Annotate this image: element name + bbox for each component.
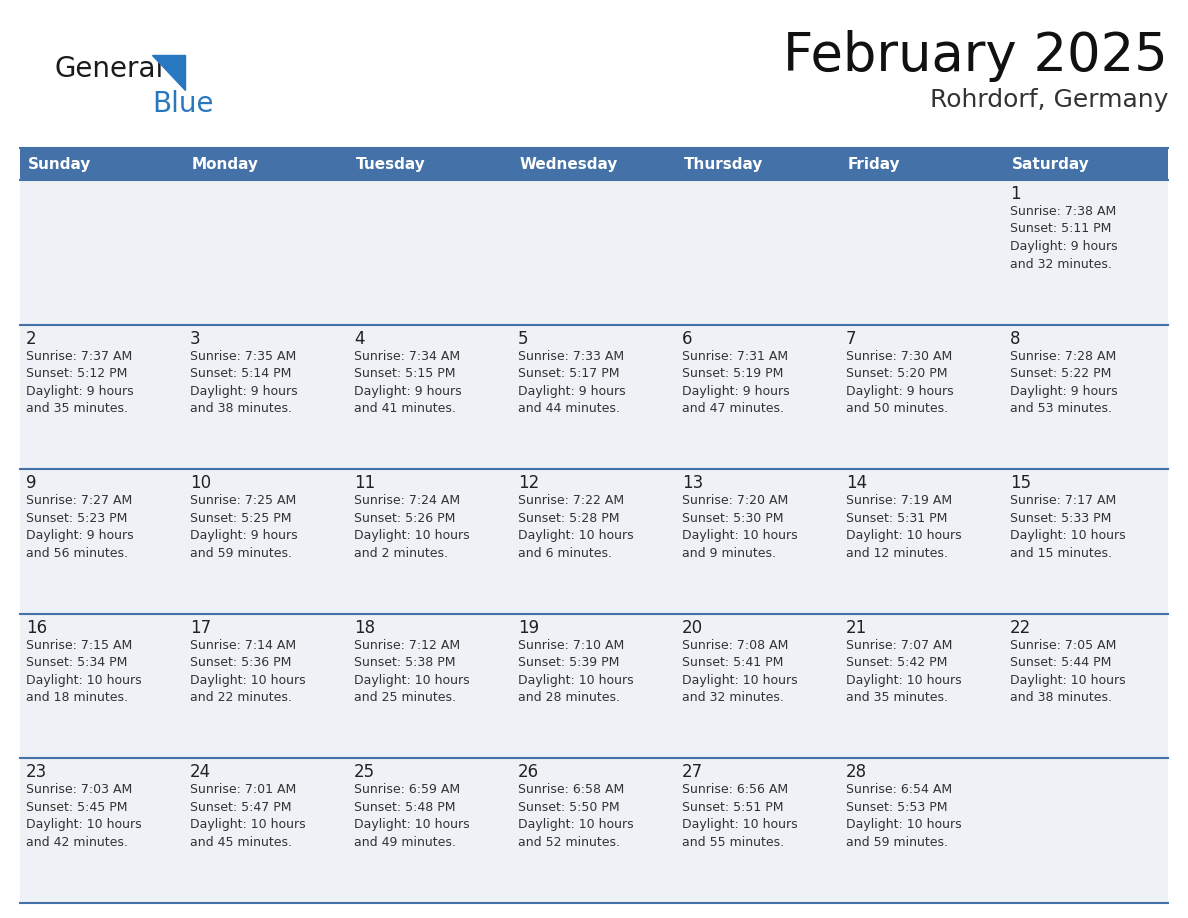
- Bar: [20, 614, 1168, 758]
- Text: 7: 7: [846, 330, 857, 348]
- Text: Sunrise: 7:17 AM
Sunset: 5:33 PM
Daylight: 10 hours
and 15 minutes.: Sunrise: 7:17 AM Sunset: 5:33 PM Dayligh…: [1010, 494, 1125, 560]
- Text: 21: 21: [846, 619, 867, 637]
- Bar: [20, 469, 1168, 614]
- Text: Sunrise: 7:07 AM
Sunset: 5:42 PM
Daylight: 10 hours
and 35 minutes.: Sunrise: 7:07 AM Sunset: 5:42 PM Dayligh…: [846, 639, 961, 704]
- Text: Rohrdorf, Germany: Rohrdorf, Germany: [930, 88, 1168, 112]
- Text: 24: 24: [190, 764, 211, 781]
- Text: Sunrise: 7:15 AM
Sunset: 5:34 PM
Daylight: 10 hours
and 18 minutes.: Sunrise: 7:15 AM Sunset: 5:34 PM Dayligh…: [26, 639, 141, 704]
- Polygon shape: [152, 55, 185, 90]
- Text: 5: 5: [518, 330, 529, 348]
- Bar: [20, 325, 1168, 469]
- Text: Sunrise: 7:05 AM
Sunset: 5:44 PM
Daylight: 10 hours
and 38 minutes.: Sunrise: 7:05 AM Sunset: 5:44 PM Dayligh…: [1010, 639, 1125, 704]
- Text: 12: 12: [518, 475, 539, 492]
- Text: Thursday: Thursday: [684, 156, 764, 172]
- Text: 27: 27: [682, 764, 703, 781]
- Text: 6: 6: [682, 330, 693, 348]
- Text: Sunrise: 7:38 AM
Sunset: 5:11 PM
Daylight: 9 hours
and 32 minutes.: Sunrise: 7:38 AM Sunset: 5:11 PM Dayligh…: [1010, 205, 1118, 271]
- Text: Sunrise: 7:35 AM
Sunset: 5:14 PM
Daylight: 9 hours
and 38 minutes.: Sunrise: 7:35 AM Sunset: 5:14 PM Dayligh…: [190, 350, 298, 415]
- Text: 20: 20: [682, 619, 703, 637]
- Text: Monday: Monday: [192, 156, 259, 172]
- Text: 3: 3: [190, 330, 201, 348]
- Text: 28: 28: [846, 764, 867, 781]
- Text: Sunrise: 7:22 AM
Sunset: 5:28 PM
Daylight: 10 hours
and 6 minutes.: Sunrise: 7:22 AM Sunset: 5:28 PM Dayligh…: [518, 494, 633, 560]
- Text: Sunrise: 6:54 AM
Sunset: 5:53 PM
Daylight: 10 hours
and 59 minutes.: Sunrise: 6:54 AM Sunset: 5:53 PM Dayligh…: [846, 783, 961, 849]
- Text: Sunrise: 7:37 AM
Sunset: 5:12 PM
Daylight: 9 hours
and 35 minutes.: Sunrise: 7:37 AM Sunset: 5:12 PM Dayligh…: [26, 350, 133, 415]
- Text: Friday: Friday: [848, 156, 901, 172]
- Text: Sunrise: 7:20 AM
Sunset: 5:30 PM
Daylight: 10 hours
and 9 minutes.: Sunrise: 7:20 AM Sunset: 5:30 PM Dayligh…: [682, 494, 797, 560]
- Text: 16: 16: [26, 619, 48, 637]
- Text: 9: 9: [26, 475, 37, 492]
- Text: Saturday: Saturday: [1012, 156, 1089, 172]
- Text: 11: 11: [354, 475, 375, 492]
- Text: Sunrise: 7:03 AM
Sunset: 5:45 PM
Daylight: 10 hours
and 42 minutes.: Sunrise: 7:03 AM Sunset: 5:45 PM Dayligh…: [26, 783, 141, 849]
- Text: 14: 14: [846, 475, 867, 492]
- Text: Tuesday: Tuesday: [356, 156, 425, 172]
- Text: 15: 15: [1010, 475, 1031, 492]
- Text: 22: 22: [1010, 619, 1031, 637]
- Text: 19: 19: [518, 619, 539, 637]
- Text: Blue: Blue: [152, 90, 214, 118]
- Text: Wednesday: Wednesday: [520, 156, 619, 172]
- Text: 2: 2: [26, 330, 37, 348]
- Text: Sunrise: 7:30 AM
Sunset: 5:20 PM
Daylight: 9 hours
and 50 minutes.: Sunrise: 7:30 AM Sunset: 5:20 PM Dayligh…: [846, 350, 954, 415]
- Text: Sunrise: 7:34 AM
Sunset: 5:15 PM
Daylight: 9 hours
and 41 minutes.: Sunrise: 7:34 AM Sunset: 5:15 PM Dayligh…: [354, 350, 462, 415]
- Text: Sunrise: 6:59 AM
Sunset: 5:48 PM
Daylight: 10 hours
and 49 minutes.: Sunrise: 6:59 AM Sunset: 5:48 PM Dayligh…: [354, 783, 469, 849]
- Text: Sunrise: 6:56 AM
Sunset: 5:51 PM
Daylight: 10 hours
and 55 minutes.: Sunrise: 6:56 AM Sunset: 5:51 PM Dayligh…: [682, 783, 797, 849]
- Text: Sunrise: 7:28 AM
Sunset: 5:22 PM
Daylight: 9 hours
and 53 minutes.: Sunrise: 7:28 AM Sunset: 5:22 PM Dayligh…: [1010, 350, 1118, 415]
- Text: Sunrise: 7:08 AM
Sunset: 5:41 PM
Daylight: 10 hours
and 32 minutes.: Sunrise: 7:08 AM Sunset: 5:41 PM Dayligh…: [682, 639, 797, 704]
- Text: 17: 17: [190, 619, 211, 637]
- Text: Sunrise: 7:01 AM
Sunset: 5:47 PM
Daylight: 10 hours
and 45 minutes.: Sunrise: 7:01 AM Sunset: 5:47 PM Dayligh…: [190, 783, 305, 849]
- Bar: [20, 148, 1168, 180]
- Text: 23: 23: [26, 764, 48, 781]
- Text: Sunrise: 6:58 AM
Sunset: 5:50 PM
Daylight: 10 hours
and 52 minutes.: Sunrise: 6:58 AM Sunset: 5:50 PM Dayligh…: [518, 783, 633, 849]
- Text: Sunrise: 7:14 AM
Sunset: 5:36 PM
Daylight: 10 hours
and 22 minutes.: Sunrise: 7:14 AM Sunset: 5:36 PM Dayligh…: [190, 639, 305, 704]
- Text: Sunrise: 7:10 AM
Sunset: 5:39 PM
Daylight: 10 hours
and 28 minutes.: Sunrise: 7:10 AM Sunset: 5:39 PM Dayligh…: [518, 639, 633, 704]
- Text: 1: 1: [1010, 185, 1020, 203]
- Text: Sunrise: 7:19 AM
Sunset: 5:31 PM
Daylight: 10 hours
and 12 minutes.: Sunrise: 7:19 AM Sunset: 5:31 PM Dayligh…: [846, 494, 961, 560]
- Bar: [20, 180, 1168, 325]
- Text: Sunrise: 7:25 AM
Sunset: 5:25 PM
Daylight: 9 hours
and 59 minutes.: Sunrise: 7:25 AM Sunset: 5:25 PM Dayligh…: [190, 494, 298, 560]
- Text: 13: 13: [682, 475, 703, 492]
- Text: Sunrise: 7:33 AM
Sunset: 5:17 PM
Daylight: 9 hours
and 44 minutes.: Sunrise: 7:33 AM Sunset: 5:17 PM Dayligh…: [518, 350, 626, 415]
- Text: 8: 8: [1010, 330, 1020, 348]
- Text: 10: 10: [190, 475, 211, 492]
- Text: Sunday: Sunday: [29, 156, 91, 172]
- Text: 26: 26: [518, 764, 539, 781]
- Text: Sunrise: 7:12 AM
Sunset: 5:38 PM
Daylight: 10 hours
and 25 minutes.: Sunrise: 7:12 AM Sunset: 5:38 PM Dayligh…: [354, 639, 469, 704]
- Text: 18: 18: [354, 619, 375, 637]
- Text: February 2025: February 2025: [783, 30, 1168, 82]
- Text: Sunrise: 7:31 AM
Sunset: 5:19 PM
Daylight: 9 hours
and 47 minutes.: Sunrise: 7:31 AM Sunset: 5:19 PM Dayligh…: [682, 350, 790, 415]
- Text: General: General: [55, 55, 164, 83]
- Text: 25: 25: [354, 764, 375, 781]
- Text: 4: 4: [354, 330, 365, 348]
- Text: Sunrise: 7:24 AM
Sunset: 5:26 PM
Daylight: 10 hours
and 2 minutes.: Sunrise: 7:24 AM Sunset: 5:26 PM Dayligh…: [354, 494, 469, 560]
- Bar: [20, 758, 1168, 903]
- Text: Sunrise: 7:27 AM
Sunset: 5:23 PM
Daylight: 9 hours
and 56 minutes.: Sunrise: 7:27 AM Sunset: 5:23 PM Dayligh…: [26, 494, 133, 560]
